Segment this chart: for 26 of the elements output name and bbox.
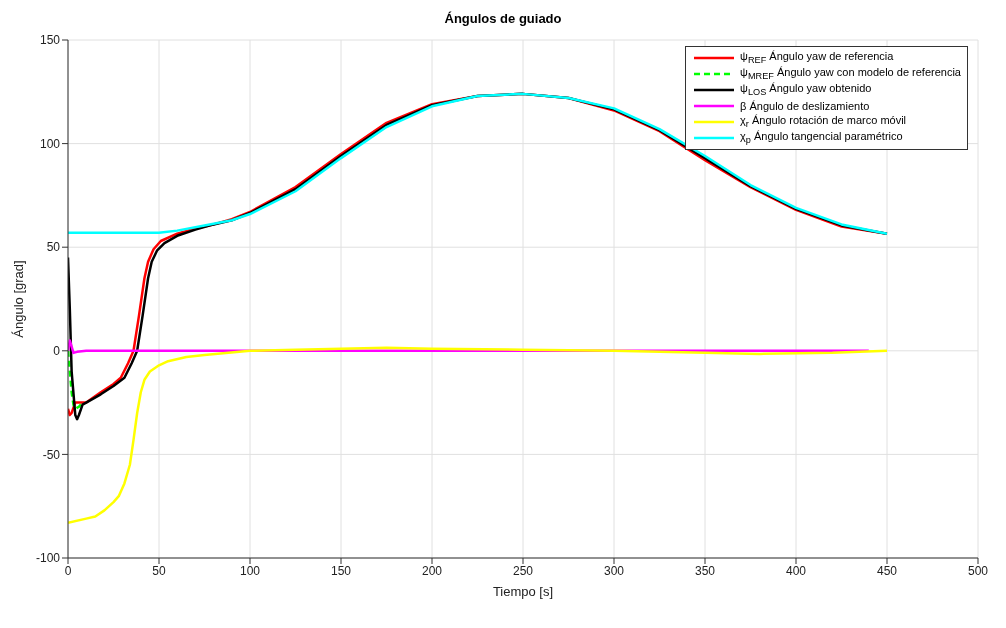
legend-label: ψ$_{LOS}$ Ángulo yaw obtenido — [740, 82, 872, 98]
x-tick-label: 450 — [876, 563, 898, 578]
y-tick-label: 50 — [46, 240, 61, 255]
legend-label: χ$_{p}$ Ángulo tangencial paramétrico — [740, 130, 903, 146]
legend-label: χ$_{r}$ Ángulo rotación de marco móvil — [740, 114, 907, 130]
legend-label: ψ$_{REF}$ Ángulo yaw de referencia — [740, 50, 894, 66]
x-tick-label: 0 — [64, 563, 72, 578]
y-tick-label: 100 — [39, 136, 61, 151]
y-tick-label: 150 — [39, 33, 61, 48]
y-tick-label: 0 — [53, 344, 61, 359]
x-tick-label: 200 — [421, 563, 443, 578]
x-axis-title: Tiempo [s] — [492, 584, 554, 599]
x-tick-label: 150 — [330, 563, 352, 578]
y-axis-title: Ángulo [grad] — [10, 260, 26, 338]
x-tick-label: 250 — [512, 563, 534, 578]
x-tick-label: 100 — [239, 563, 261, 578]
x-tick-label: 50 — [152, 563, 166, 578]
x-tick-label: 500 — [967, 563, 989, 578]
x-tick-label: 300 — [603, 563, 625, 578]
y-tick-label: -50 — [42, 447, 61, 462]
legend-label: ψ$_{MREF}$ Ángulo yaw con modelo de referencia — [740, 66, 961, 82]
chart-title: Ángulos de guiado — [443, 10, 563, 28]
legend-label: β Ángulo de deslizamiento — [740, 100, 870, 112]
x-tick-label: 400 — [785, 563, 807, 578]
x-tick-label: 350 — [694, 563, 716, 578]
y-tick-label: -100 — [35, 551, 61, 566]
